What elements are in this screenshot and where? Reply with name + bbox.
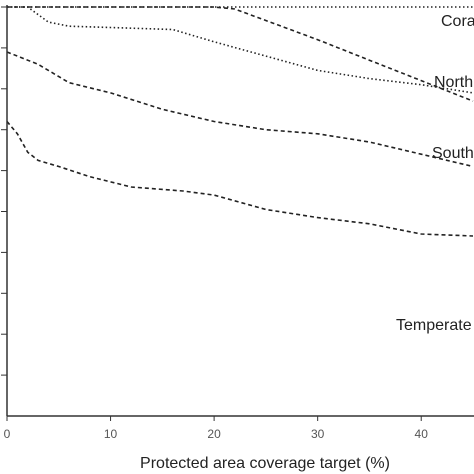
series-line-north-dotted: [7, 6, 474, 94]
axes: [6, 5, 474, 417]
x-tick-label: 40: [415, 427, 429, 441]
series-label-south: South: [432, 145, 474, 162]
x-tick-label: 30: [311, 427, 325, 441]
x-tick-label: 0: [4, 427, 11, 441]
series-line-temperate-dashed: [6, 120, 474, 237]
x-tick-label: 20: [207, 427, 221, 441]
series-lines: [6, 6, 474, 237]
series-label-cora: Cora: [441, 13, 474, 30]
x-axis-ticks: 0 10 20 30 40: [4, 416, 429, 441]
series-line-south-dashed: [6, 51, 474, 168]
x-axis-title: Protected area coverage target (%): [140, 455, 390, 472]
series-label-temperate: Temperate: [396, 317, 472, 334]
series-line-north-dashed: [7, 6, 474, 102]
series-label-north: North: [434, 74, 473, 91]
x-tick-label: 10: [104, 427, 118, 441]
series-labels: Cora North South Temperate: [396, 13, 474, 334]
y-axis-ticks: [1, 6, 7, 376]
